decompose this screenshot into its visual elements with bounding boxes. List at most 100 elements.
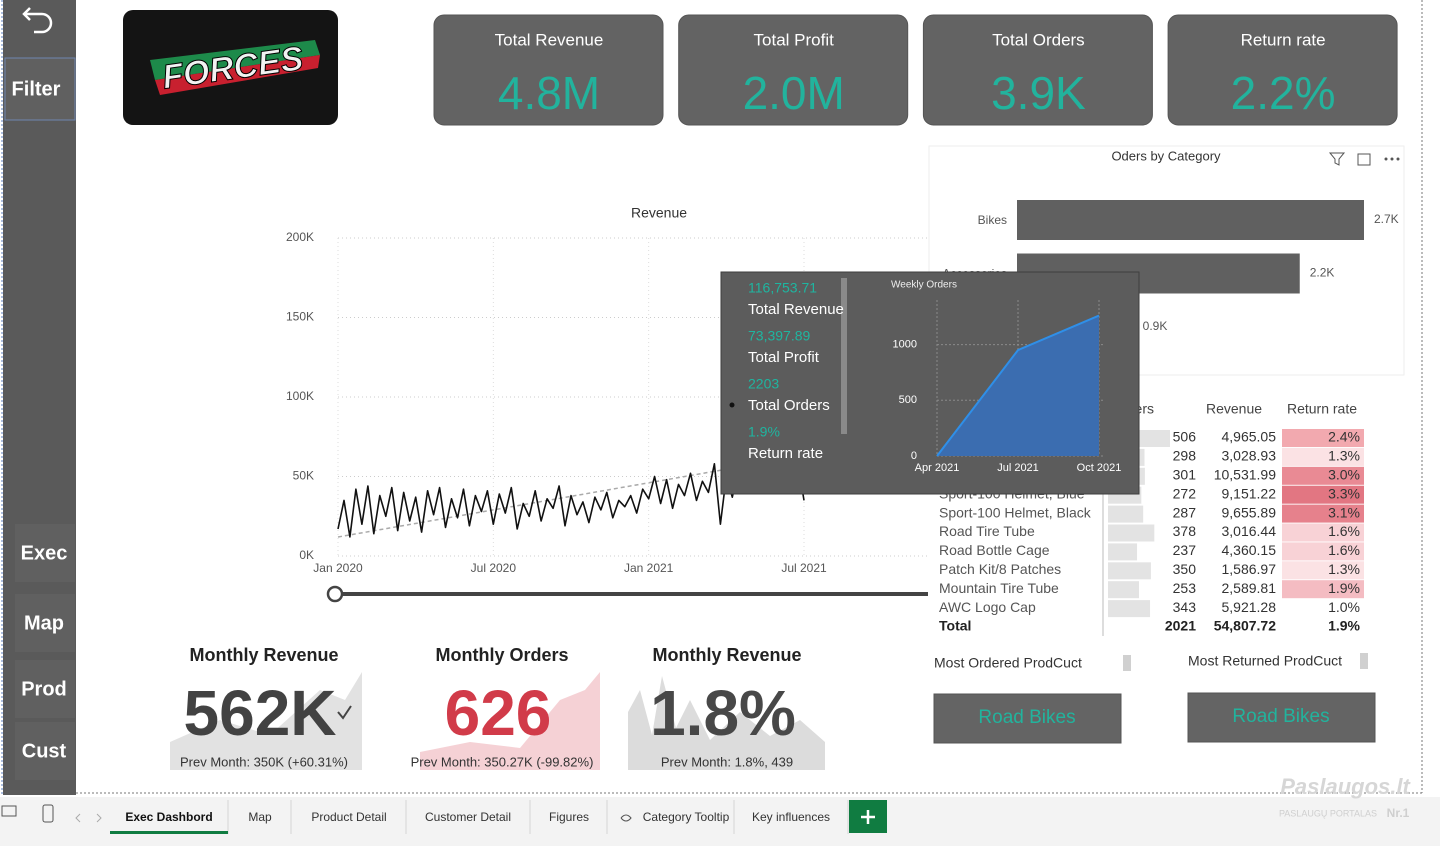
nav-button[interactable] xyxy=(15,524,75,582)
logo-stripe xyxy=(155,55,320,95)
phone-icon[interactable] xyxy=(42,804,54,823)
button-caption: Most Ordered ProdCuct xyxy=(934,655,1082,671)
table-cell: 3.0% xyxy=(1328,467,1360,483)
y-tick-label: 150K xyxy=(286,310,314,324)
table-cell: 378 xyxy=(1173,523,1197,539)
desktop-icon[interactable] xyxy=(1,805,17,817)
y-tick-label: Bikes xyxy=(978,213,1007,227)
total-cell: 1.9% xyxy=(1328,618,1360,634)
total-cell: Total xyxy=(939,618,971,634)
table-cell: 3.3% xyxy=(1328,485,1360,501)
active-underline xyxy=(110,831,228,834)
nav-label: Map xyxy=(24,612,64,634)
table-cell: 1.3% xyxy=(1328,448,1360,464)
page-tab[interactable]: Category Tooltip xyxy=(643,810,730,824)
data-label: 0.9K xyxy=(1143,319,1168,333)
data-bar xyxy=(1108,505,1144,523)
rate-cell xyxy=(1282,504,1364,523)
bar xyxy=(1017,200,1364,240)
watermark-text: PASLAUGŲ PORTALAS xyxy=(1279,808,1377,818)
kpi-value: 2.2% xyxy=(1231,67,1336,119)
y-tick-label: 200K xyxy=(286,230,314,244)
data-bar xyxy=(1108,543,1138,561)
product-name: Road Tire Tube xyxy=(939,523,1035,539)
table-cell: 287 xyxy=(1173,504,1197,520)
page-tab[interactable]: Figures xyxy=(549,810,589,824)
slider-handle[interactable] xyxy=(326,585,344,603)
back-icon[interactable] xyxy=(22,7,53,34)
tooltip-page-icon xyxy=(620,814,632,822)
table-cell: 298 xyxy=(1173,448,1197,464)
table-cell: 343 xyxy=(1173,599,1197,615)
filter-icon[interactable] xyxy=(1328,152,1346,166)
y-tick-label: 0 xyxy=(911,450,917,462)
action-label: Road Bikes xyxy=(978,707,1075,728)
kpi-card xyxy=(1167,14,1398,126)
x-tick-label: Oct 2021 xyxy=(1077,462,1122,474)
column-header: Revenue xyxy=(1206,401,1262,417)
area-line xyxy=(936,314,1100,457)
data-label: 2.7K xyxy=(1374,212,1399,226)
card-subtitle: Prev Month: 1.8%, 439 xyxy=(661,754,793,769)
x-tick-label: Jul 2021 xyxy=(997,462,1039,474)
page-tab[interactable]: Exec Dashbord xyxy=(125,810,212,824)
nav-label: Prod xyxy=(21,678,67,700)
table-cell: 1.9% xyxy=(1328,580,1360,596)
rate-cell xyxy=(1282,523,1364,542)
total-cell: 54,807.72 xyxy=(1214,618,1276,634)
button-caption: Most Returned ProdCuct xyxy=(1188,653,1342,669)
data-bar xyxy=(1108,524,1155,542)
data-label: 2.2K xyxy=(1310,266,1335,280)
nav-button[interactable] xyxy=(15,722,75,780)
scroll-arrows[interactable] xyxy=(75,813,102,823)
x-tick-label: Jul 2020 xyxy=(471,561,517,575)
table-cell: 4,360.15 xyxy=(1222,542,1277,558)
card-value: 562K xyxy=(184,677,337,749)
page-tab[interactable]: Map xyxy=(248,810,272,824)
action-button[interactable] xyxy=(1187,692,1376,743)
caption-marker xyxy=(1123,655,1131,671)
table-cell: 1.6% xyxy=(1328,542,1360,558)
x-tick-label: Apr 2021 xyxy=(915,462,960,474)
data-bar xyxy=(1108,562,1151,580)
rate-cell xyxy=(1282,429,1364,447)
tooltip-label: Total Profit xyxy=(748,349,820,366)
filter-button[interactable] xyxy=(4,57,76,121)
rate-cell xyxy=(1282,599,1364,618)
tooltip: 116,753.71 Total Revenue 73,397.89 Total Pr… xyxy=(720,271,1140,495)
kpi-title: Return rate xyxy=(1241,30,1326,49)
watermark: Paslaugos.lt PASLAUGŲ PORTALAS Nr.1 xyxy=(1279,774,1411,820)
action-button[interactable] xyxy=(933,693,1122,744)
tooltip-label: Return rate xyxy=(748,445,823,462)
kpi-card xyxy=(678,14,909,126)
table-cell: 272 xyxy=(1173,485,1197,501)
kpi-card xyxy=(922,14,1153,126)
more-icon[interactable] xyxy=(1384,157,1400,161)
scrollbar xyxy=(841,278,847,434)
tooltip-value: 2203 xyxy=(748,376,779,392)
y-tick-label: 50K xyxy=(293,469,314,483)
table-cell: 253 xyxy=(1173,580,1197,596)
nav-label: Exec xyxy=(21,542,68,564)
product-name: Sport-100 Helmet, Black xyxy=(939,504,1092,520)
product-name: Road Bottle Cage xyxy=(939,542,1050,558)
tab-bar: Exec Dashbord Map Product Detail Customer D… xyxy=(0,797,1440,846)
nav-button[interactable] xyxy=(15,594,75,652)
card-title: Monthly Revenue xyxy=(652,645,801,665)
focus-icon[interactable] xyxy=(1357,153,1371,166)
table-cell: 9,151.22 xyxy=(1222,485,1277,501)
table-cell: 1.0% xyxy=(1328,599,1360,615)
tooltip-label: Total Revenue xyxy=(748,301,844,318)
caption-marker xyxy=(1360,653,1368,669)
table-cell: 3,016.44 xyxy=(1222,523,1277,539)
card-value: 1.8% xyxy=(650,677,796,749)
nav-button[interactable] xyxy=(15,660,75,718)
tooltip-value: 1.9% xyxy=(748,424,780,440)
page-tab[interactable]: Key influences xyxy=(752,810,830,824)
table-cell: 506 xyxy=(1173,429,1197,445)
page-tab[interactable]: Customer Detail xyxy=(425,810,511,824)
kpi-value: 4.8M xyxy=(498,67,600,119)
page-tab[interactable]: Product Detail xyxy=(311,810,386,824)
table-cell: 350 xyxy=(1173,561,1197,577)
